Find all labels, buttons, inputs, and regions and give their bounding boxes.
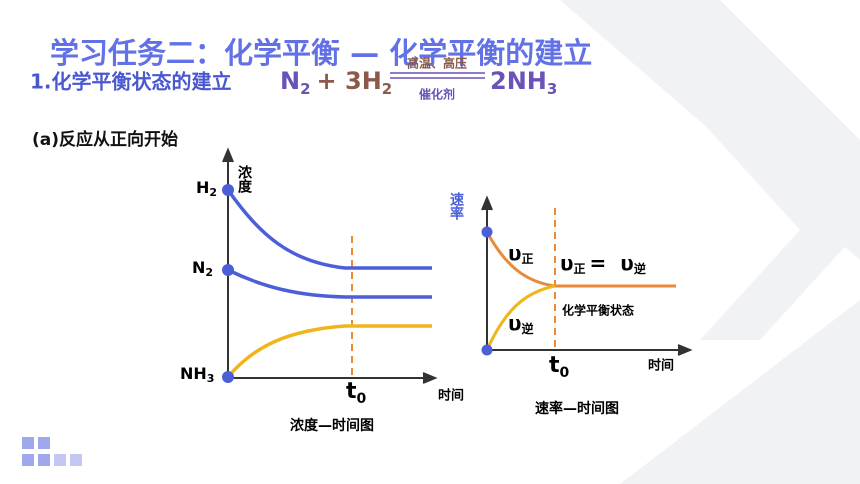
text-part: 2 [209,186,217,199]
species-label: H2 [196,178,217,200]
text-part: 3 [547,80,557,98]
equation-right: 2NH3 [490,67,557,98]
equation-left: N2 + 3H2 [280,67,392,98]
background-decoration [560,0,860,484]
condition-top: 高温、高压 [407,56,467,71]
text-part: υ [508,311,522,335]
text-part: 2 [300,80,310,98]
caption: 浓度—时间图 [290,417,374,434]
section-heading: (a)反应从正向开始 [32,129,178,150]
text-part: t [346,379,357,404]
t-label: t0 [346,379,367,407]
text-part: 2NH [490,67,547,95]
equilibrium-arrow [390,72,485,79]
x-label: 时间 [438,388,464,404]
text-part: 0 [357,391,367,407]
text-part: 正 [574,262,586,276]
rate-graph: 速率 υ正 υ正 = υ逆 υ逆 化学平衡状态 t0 时间 速率—时间图 [448,191,693,417]
backward-curve [485,284,556,351]
chevron [620,300,860,484]
text-part: = [590,251,607,275]
nh3-curve [226,324,432,379]
concentration-graph: 浓度 H2 N2 NH3 t0 时间 浓度—时间图 [180,147,464,434]
chevron [700,120,860,340]
text-part: υ [620,251,634,275]
text-part: + 3H [317,67,382,95]
y-label: 速率 [448,191,464,221]
text-part: 逆 [522,321,534,336]
caption: 速率—时间图 [535,400,619,417]
h2-curve [226,188,432,270]
text-part: 正 [522,252,534,266]
text-part: t [549,353,560,378]
text-part: NH [180,364,207,383]
n2-curve [227,268,432,299]
title: 学习任务二：化学平衡 — 化学平衡的建立 [50,36,592,70]
text-part: υ [508,241,522,265]
equality-label: υ正 = υ逆 [560,251,646,276]
species-label: N2 [192,258,213,280]
text-part: 3 [207,372,215,385]
text-part: 0 [560,365,570,381]
x-label: 时间 [648,358,674,374]
text-part: N [192,258,205,277]
backward-label: υ逆 [508,311,534,336]
y-label: 浓度 [236,164,252,194]
t-label: t0 [549,353,570,381]
state-label: 化学平衡状态 [562,303,634,318]
text-part: 2 [382,80,392,98]
subtitle: 1.化学平衡状态的建立 [30,70,232,94]
text-part: 2 [205,266,213,279]
text-part: υ [560,251,574,275]
condition-bottom: 催化剂 [419,87,455,102]
forward-label: υ正 [508,241,534,266]
text-part: H [196,178,209,197]
species-label: NH3 [180,364,214,386]
text-part: 逆 [634,261,646,276]
square-icon [22,437,82,466]
text-part: N [280,67,300,95]
